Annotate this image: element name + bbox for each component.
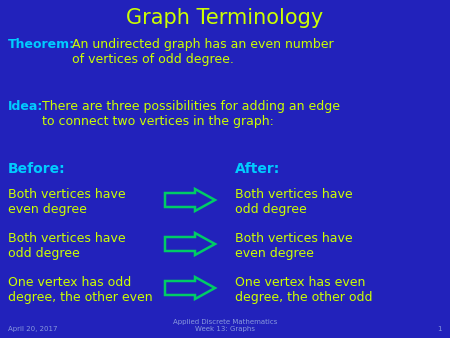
Text: April 20, 2017: April 20, 2017	[8, 326, 58, 332]
Text: One vertex has odd
degree, the other even: One vertex has odd degree, the other eve…	[8, 276, 153, 304]
Text: After:: After:	[235, 162, 280, 176]
Text: Graph Terminology: Graph Terminology	[126, 8, 324, 28]
Text: 1: 1	[437, 326, 442, 332]
Text: Applied Discrete Mathematics
Week 13: Graphs: Applied Discrete Mathematics Week 13: Gr…	[173, 319, 277, 332]
Text: Before:: Before:	[8, 162, 66, 176]
Text: Both vertices have
even degree: Both vertices have even degree	[8, 188, 126, 216]
Polygon shape	[165, 189, 215, 211]
Text: There are three possibilities for adding an edge
to connect two vertices in the : There are three possibilities for adding…	[42, 100, 340, 128]
Text: Both vertices have
odd degree: Both vertices have odd degree	[235, 188, 353, 216]
Text: Both vertices have
even degree: Both vertices have even degree	[235, 232, 353, 260]
Polygon shape	[165, 233, 215, 255]
Polygon shape	[165, 277, 215, 299]
Text: Idea:: Idea:	[8, 100, 43, 113]
Text: An undirected graph has an even number
of vertices of odd degree.: An undirected graph has an even number o…	[72, 38, 333, 66]
Text: Theorem:: Theorem:	[8, 38, 75, 51]
Text: Both vertices have
odd degree: Both vertices have odd degree	[8, 232, 126, 260]
Text: One vertex has even
degree, the other odd: One vertex has even degree, the other od…	[235, 276, 373, 304]
